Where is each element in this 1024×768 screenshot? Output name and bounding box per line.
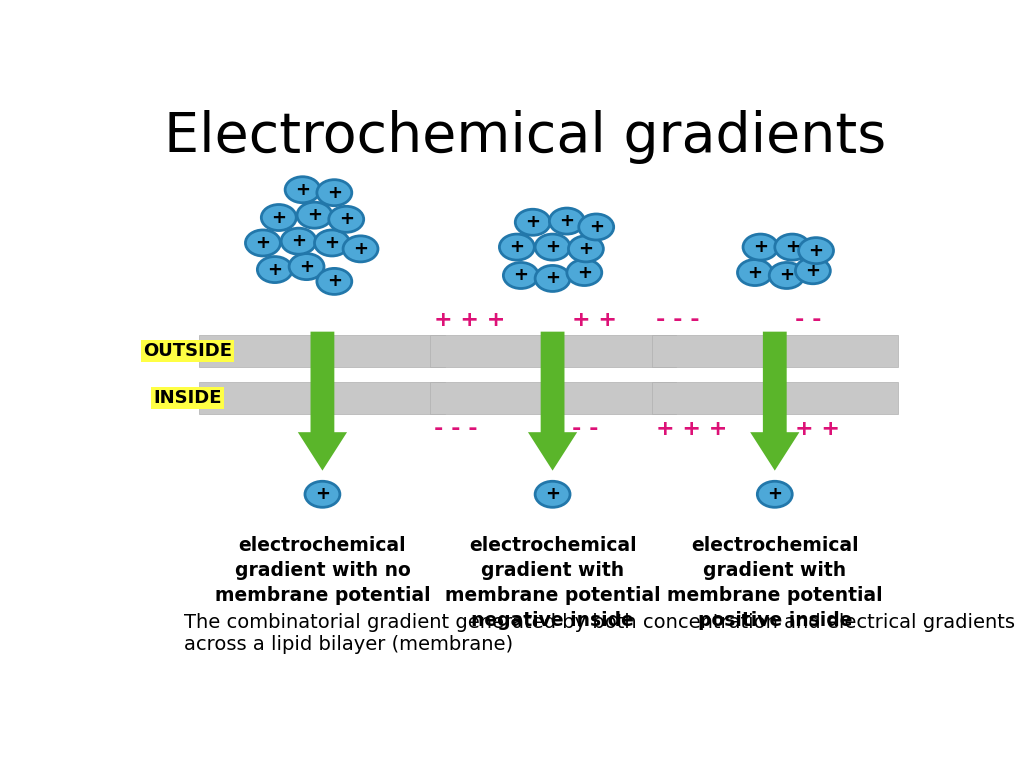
Ellipse shape [758,482,793,508]
Ellipse shape [261,204,296,230]
Ellipse shape [579,214,613,240]
Text: +: + [509,238,524,256]
Text: +: + [353,240,368,258]
Text: +: + [255,234,270,252]
Ellipse shape [550,208,585,234]
Ellipse shape [536,234,570,260]
Text: +: + [784,238,800,256]
Bar [200,382,445,415]
Ellipse shape [316,268,352,294]
Text: +: + [267,260,283,279]
Text: +: + [767,485,782,503]
Text: +: + [513,266,528,284]
Text: electrochemical
gradient with
membrane potential
positive inside: electrochemical gradient with membrane p… [667,536,883,630]
Text: +: + [545,238,560,256]
Ellipse shape [775,234,810,260]
Text: +: + [325,234,339,252]
Text: +: + [315,485,330,503]
Text: electrochemical
gradient with no
membrane potential: electrochemical gradient with no membran… [215,536,430,604]
Ellipse shape [285,177,321,203]
Text: - -: - - [572,419,599,439]
Text: +: + [307,206,322,224]
Ellipse shape [500,234,535,260]
Ellipse shape [282,228,316,254]
Text: +: + [291,232,306,250]
Ellipse shape [743,234,778,260]
Text: +: + [579,240,593,258]
Text: - - -: - - - [433,419,477,439]
Ellipse shape [257,257,292,283]
Text: +: + [295,180,310,199]
Ellipse shape [289,253,324,280]
Polygon shape [751,332,800,471]
Text: +: + [809,242,823,260]
Ellipse shape [536,482,570,508]
Text: +: + [327,273,342,290]
Ellipse shape [568,236,603,262]
Text: +: + [589,218,604,236]
Text: +: + [545,485,560,503]
Text: + + +: + + + [433,310,505,330]
Polygon shape [298,332,347,471]
Text: + +: + + [572,310,617,330]
Text: INSIDE: INSIDE [154,389,222,407]
Text: electrochemical
gradient with
membrane potential
negative inside: electrochemical gradient with membrane p… [444,536,660,630]
Text: +: + [559,212,574,230]
Ellipse shape [799,237,834,263]
Ellipse shape [796,258,830,283]
Ellipse shape [536,266,570,291]
Ellipse shape [316,180,352,206]
Bar [200,335,445,367]
Text: + + +: + + + [655,419,727,439]
Ellipse shape [305,482,340,508]
Text: - -: - - [795,310,821,330]
Ellipse shape [737,260,772,286]
Bar [430,382,676,415]
Text: +: + [753,238,768,256]
Bar [651,382,898,415]
Ellipse shape [246,230,281,256]
Ellipse shape [297,202,332,228]
Text: +: + [545,270,560,287]
Ellipse shape [567,260,602,286]
Bar [430,335,676,367]
Text: +: + [339,210,353,228]
Ellipse shape [314,230,349,256]
Text: +: + [748,263,763,282]
Bar [651,335,898,367]
Ellipse shape [343,236,378,262]
Text: +: + [271,209,287,227]
Text: The combinatorial gradient generated by both concentration and electrical gradie: The combinatorial gradient generated by … [183,613,1015,654]
Text: +: + [327,184,342,202]
Ellipse shape [329,207,364,232]
Text: + +: + + [795,419,840,439]
Polygon shape [528,332,578,471]
Text: +: + [806,262,820,280]
Text: Electrochemical gradients: Electrochemical gradients [164,110,886,164]
Text: OUTSIDE: OUTSIDE [143,342,232,360]
Text: +: + [779,266,795,284]
Text: +: + [299,257,314,276]
Text: +: + [577,263,592,282]
Text: +: + [525,214,541,231]
Ellipse shape [504,263,539,289]
Ellipse shape [515,209,550,235]
Text: - - -: - - - [655,310,699,330]
Ellipse shape [769,263,804,289]
